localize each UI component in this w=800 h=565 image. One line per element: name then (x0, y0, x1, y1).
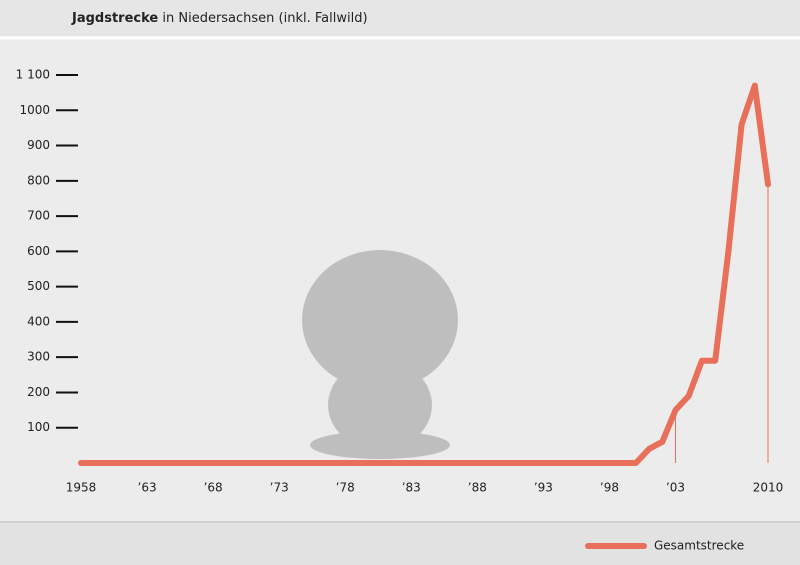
x-tick-label: ’68 (204, 481, 223, 495)
x-tick-label: 2010 (753, 481, 784, 495)
x-tick-label: ’98 (600, 481, 619, 495)
y-tick-label: 500 (27, 279, 50, 293)
x-tick-label: ’88 (468, 481, 487, 495)
title-rest: in Niedersachsen (inkl. Fallwild) (162, 11, 367, 26)
legend-label: Gesamtstrecke (654, 539, 744, 553)
y-tick-label: 300 (27, 350, 50, 364)
y-tick-label: 1000 (19, 103, 50, 117)
y-tick-label: 700 (27, 209, 50, 223)
chart-title: Jagdstrecke in Niedersachsen (inkl. Fall… (71, 11, 368, 26)
footer-band (0, 522, 800, 565)
y-tick-label: 200 (27, 385, 50, 399)
header-band (0, 0, 800, 36)
x-tick-label: ’03 (666, 481, 685, 495)
y-tick-label: 800 (27, 173, 50, 187)
x-tick-label: ’83 (402, 481, 421, 495)
y-tick-label: 100 (27, 420, 50, 434)
illustration (302, 250, 458, 459)
x-tick-label: ’78 (336, 481, 355, 495)
x-tick-label: 1958 (66, 481, 97, 495)
series-line (78, 82, 771, 466)
x-tick-label: ’93 (534, 481, 553, 495)
y-tick-label: 400 (27, 314, 50, 328)
x-tick-label: ’63 (138, 481, 157, 495)
y-tick-label: 1 100 (16, 68, 50, 82)
x-tick-label: ’73 (270, 481, 289, 495)
title-strong: Jagdstrecke (71, 11, 158, 26)
y-tick-label: 600 (27, 244, 50, 258)
y-tick-label: 900 (27, 138, 50, 152)
